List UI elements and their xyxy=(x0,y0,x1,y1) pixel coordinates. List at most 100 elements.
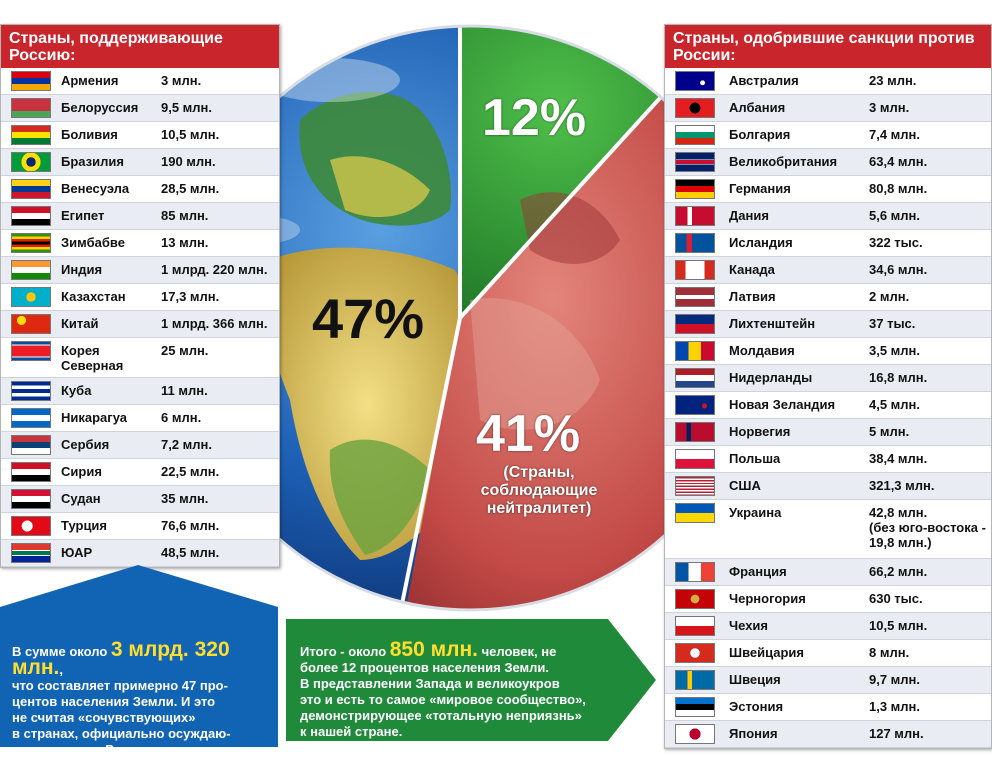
total-sanctions-note-lead: Итого - около xyxy=(300,644,390,659)
country-population: 7,4 млн. xyxy=(869,127,921,142)
country-name: Индия xyxy=(61,262,103,277)
country-population: 630 тыс. xyxy=(869,591,923,606)
switzerland-flag-icon xyxy=(675,643,715,663)
country-name: Молдавия xyxy=(729,343,795,358)
sanctions-country-row: Лихтенштейн 37 тыс. xyxy=(665,311,991,338)
sanctions-country-row: США 321,3 млн. xyxy=(665,473,991,500)
sanctions-country-row: Молдавия 3,5 млн. xyxy=(665,338,991,365)
country-population: 1 млрд. 366 млн. xyxy=(161,316,268,331)
country-name: Судан xyxy=(61,491,101,506)
country-population: 17,3 млн. xyxy=(161,289,220,304)
egypt-flag-icon xyxy=(11,206,51,226)
blue-note-background xyxy=(0,565,278,747)
albania-flag-icon xyxy=(675,98,715,118)
country-name: Норвегия xyxy=(729,424,791,439)
armenia-flag-icon xyxy=(11,71,51,91)
sanctions-country-row: Новая Зеландия 4,5 млн. xyxy=(665,392,991,419)
supporting-country-row: Корея Северная 25 млн. xyxy=(1,338,279,378)
country-name: Великобритания xyxy=(729,154,838,169)
nicaragua-flag-icon xyxy=(11,408,51,428)
supporting-country-row: Индия 1 млрд. 220 млн. xyxy=(1,257,279,284)
supporting-country-row: Сирия 22,5 млн. xyxy=(1,459,279,486)
country-population: 11 млн. xyxy=(161,383,208,398)
country-name: Венесуэла xyxy=(61,181,130,196)
supporting-country-row: Никарагуа 6 млн. xyxy=(1,405,279,432)
germany-flag-icon xyxy=(675,179,715,199)
country-population: 10,5 млн. xyxy=(869,618,928,633)
country-name: Корея Северная xyxy=(61,343,124,373)
country-name: Черногория xyxy=(729,591,806,606)
total-support-note-lead: В сумме около xyxy=(12,644,111,659)
pct-support-label: 47% xyxy=(312,287,425,350)
sanctions-country-row: Япония 127 млн. xyxy=(665,721,991,748)
country-population: 34,6 млн. xyxy=(869,262,928,277)
country-name: Швеция xyxy=(729,672,781,687)
country-name: Боливия xyxy=(61,127,118,142)
country-population: 66,2 млн. xyxy=(869,564,928,579)
country-name: ЮАР xyxy=(61,545,93,560)
country-name: Новая Зеландия xyxy=(729,397,836,412)
country-population: 1 млрд. 220 млн. xyxy=(161,262,268,277)
country-name: Албания xyxy=(729,100,786,115)
sanctions-country-row: Франция 66,2 млн. xyxy=(665,559,991,586)
uk-flag-icon xyxy=(675,152,715,172)
total-support-figure: 3 млрд. 320 млн. xyxy=(12,638,230,679)
supporting-countries-panel: Страны, поддерживающие Россию: Армения 3 … xyxy=(0,24,280,568)
country-name: Турция xyxy=(61,518,108,533)
country-name: Болгария xyxy=(729,127,791,142)
supporting-country-row: Сербия 7,2 млн. xyxy=(1,432,279,459)
country-name: Исландия xyxy=(729,235,793,250)
supporting-country-row: Зимбабве 13 млн. xyxy=(1,230,279,257)
supporting-country-row: Венесуэла 28,5 млн. xyxy=(1,176,279,203)
total-support-note: В сумме около 3 млрд. 320 млн., что сост… xyxy=(12,626,276,758)
supporting-country-row: Китай 1 млрд. 366 млн. xyxy=(1,311,279,338)
country-population: 48,5 млн. xyxy=(161,545,220,560)
country-population: 9,5 млн. xyxy=(161,100,213,115)
country-name: Лихтенштейн xyxy=(729,316,816,331)
supporting-country-row: ЮАР 48,5 млн. xyxy=(1,540,279,567)
india-flag-icon xyxy=(11,260,51,280)
venezuela-flag-icon xyxy=(11,179,51,199)
supporting-countries-list: Армения 3 млн. Белоруссия 9,5 млн. Боливия 10… xyxy=(1,68,279,567)
montenegro-flag-icon xyxy=(675,589,715,609)
sanctions-country-row: Чехия 10,5 млн. xyxy=(665,613,991,640)
country-name: Канада xyxy=(729,262,775,277)
country-name: Сербия xyxy=(61,437,110,452)
total-sanctions-figure: 850 млн. xyxy=(389,638,479,661)
sanctions-country-row: Исландия 322 тыс. xyxy=(665,230,991,257)
country-population: 28,5 млн. xyxy=(161,181,220,196)
country-name: Нидерланды xyxy=(729,370,813,385)
country-name: Латвия xyxy=(729,289,776,304)
turkey-flag-icon xyxy=(11,516,51,536)
country-population: 3 млн. xyxy=(869,100,910,115)
sanctions-countries-title: Страны, одобрившие санкции против России… xyxy=(665,25,991,68)
country-name: Сирия xyxy=(61,464,102,479)
supporting-country-row: Судан 35 млн. xyxy=(1,486,279,513)
country-name: Египет xyxy=(61,208,105,223)
country-population: 6 млн. xyxy=(161,410,202,425)
japan-flag-icon xyxy=(675,724,715,744)
country-name: Китай xyxy=(61,316,99,331)
australia-flag-icon xyxy=(675,71,715,91)
usa-flag-icon xyxy=(675,476,715,496)
supporting-country-row: Боливия 10,5 млн. xyxy=(1,122,279,149)
sanctions-country-row: Канада 34,6 млн. xyxy=(665,257,991,284)
country-name: Казахстан xyxy=(61,289,126,304)
country-name: Франция xyxy=(729,564,787,579)
country-population: 7,2 млн. xyxy=(161,437,213,452)
supporting-country-row: Армения 3 млн. xyxy=(1,68,279,95)
country-population: 85 млн. xyxy=(161,208,209,223)
north-korea-flag-icon xyxy=(11,341,51,361)
sanctions-country-row: Швейцария 8 млн. xyxy=(665,640,991,667)
country-population: 2 млн. xyxy=(869,289,910,304)
country-name: Куба xyxy=(61,383,92,398)
total-sanctions-note: Итого - около 850 млн. человек, не более… xyxy=(300,626,640,740)
netherlands-flag-icon xyxy=(675,368,715,388)
country-population: 4,5 млн. xyxy=(869,397,921,412)
supporting-country-row: Белоруссия 9,5 млн. xyxy=(1,95,279,122)
country-name: Дания xyxy=(729,208,769,223)
country-population: 8 млн. xyxy=(869,645,910,660)
total-sanctions-note-rest: человек, не более 12 процентов населения… xyxy=(300,644,586,739)
sanctions-country-row: Дания 5,6 млн. xyxy=(665,203,991,230)
country-population: 76,6 млн. xyxy=(161,518,220,533)
